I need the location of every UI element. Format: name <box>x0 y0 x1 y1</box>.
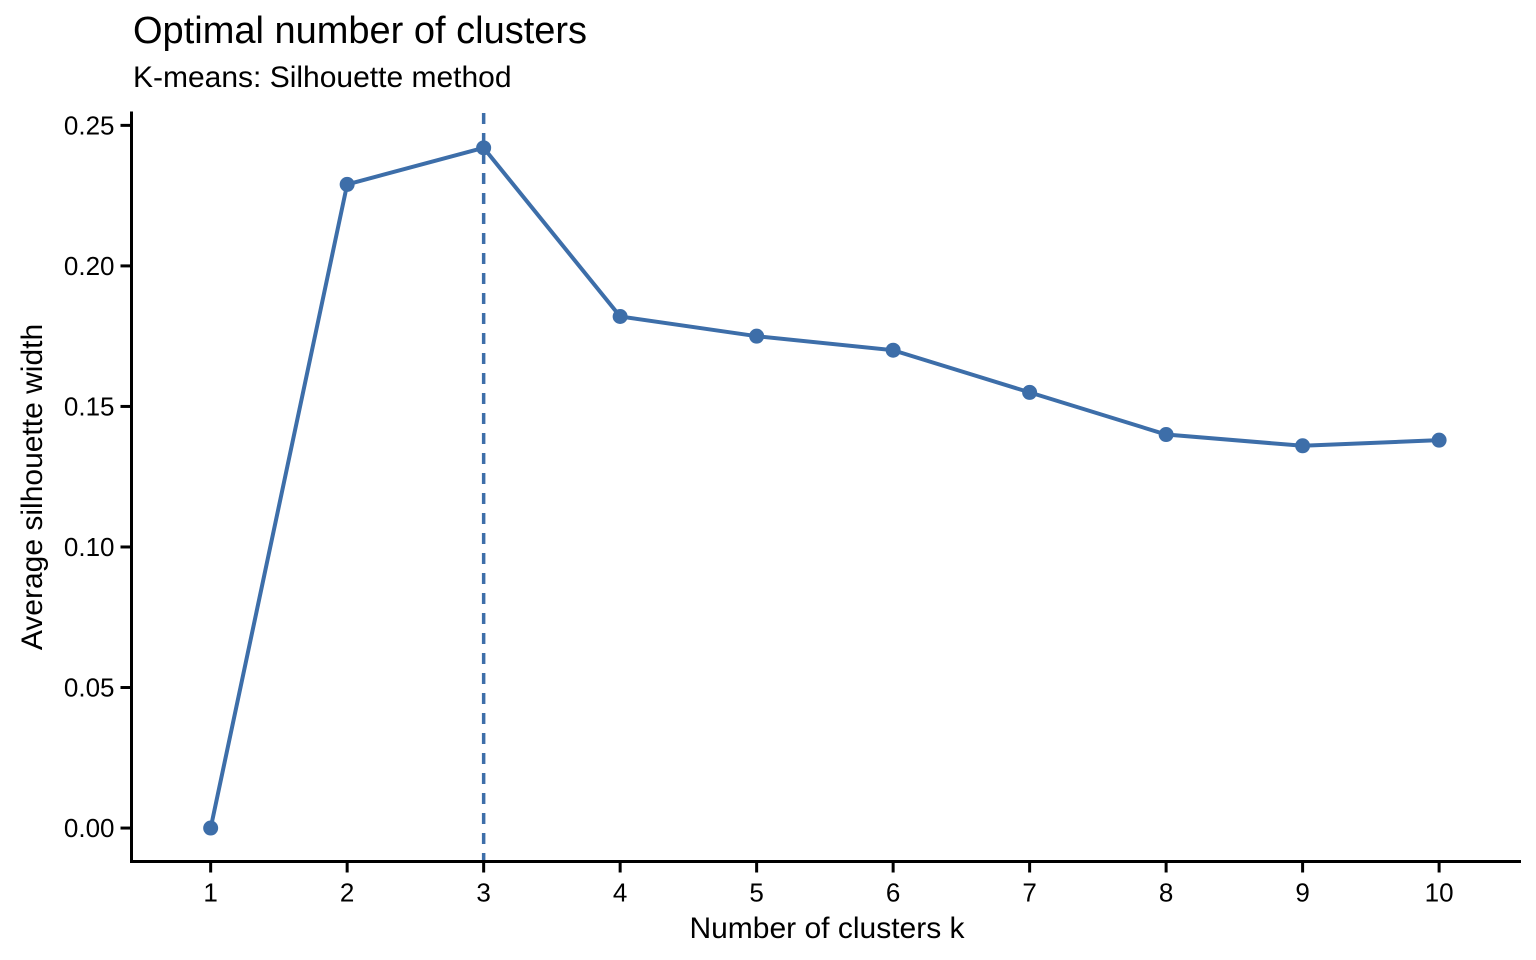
x-tick-label: 1 <box>203 878 217 908</box>
data-point-k2 <box>339 176 355 192</box>
y-tick-label: 0.20 <box>64 251 115 281</box>
x-tick-label: 3 <box>476 878 490 908</box>
data-point-k6 <box>885 342 901 358</box>
data-point-k8 <box>1158 427 1174 443</box>
x-tick-label: 4 <box>613 878 627 908</box>
y-tick-label: 0.15 <box>64 391 115 421</box>
x-tick-label: 6 <box>886 878 900 908</box>
y-tick-label: 0.00 <box>64 813 115 843</box>
data-point-k3 <box>476 140 492 156</box>
data-point-k7 <box>1022 384 1038 400</box>
chart-title: Optimal number of clusters <box>133 10 588 52</box>
x-tick-label: 2 <box>340 878 354 908</box>
data-point-k5 <box>749 328 765 344</box>
data-point-k4 <box>612 308 628 324</box>
x-tick-label: 8 <box>1159 878 1173 908</box>
x-tick-label: 5 <box>749 878 763 908</box>
silhouette-line <box>208 145 1440 829</box>
chart-subtitle: K-means: Silhouette method <box>133 61 512 94</box>
data-point-k1 <box>203 820 219 836</box>
x-axis-title: Number of clusters k <box>689 912 965 945</box>
y-tick-label: 0.10 <box>64 532 115 562</box>
data-point-k9 <box>1295 438 1311 454</box>
x-tick-label: 9 <box>1295 878 1309 908</box>
data-point-k10 <box>1431 432 1447 448</box>
x-tick-label: 10 <box>1425 878 1454 908</box>
y-tick-label: 0.25 <box>64 110 115 140</box>
x-tick-label: 7 <box>1022 878 1036 908</box>
y-tick-label: 0.05 <box>64 673 115 703</box>
